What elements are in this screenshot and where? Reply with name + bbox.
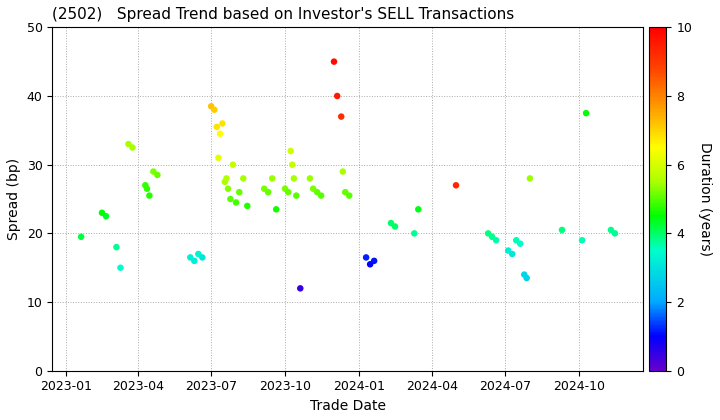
Point bbox=[184, 254, 196, 261]
Y-axis label: Spread (bp): Spread (bp) bbox=[7, 158, 21, 240]
Point bbox=[510, 237, 522, 244]
Point bbox=[307, 185, 319, 192]
Point bbox=[580, 110, 592, 116]
Point bbox=[222, 185, 234, 192]
Point bbox=[339, 189, 351, 196]
Point bbox=[518, 271, 530, 278]
X-axis label: Trade Date: Trade Date bbox=[310, 399, 386, 413]
Point bbox=[127, 144, 138, 151]
Point bbox=[122, 141, 134, 147]
Point bbox=[220, 175, 232, 182]
Point bbox=[96, 210, 108, 216]
Y-axis label: Duration (years): Duration (years) bbox=[698, 142, 711, 256]
Point bbox=[450, 182, 462, 189]
Point bbox=[262, 189, 274, 196]
Point bbox=[336, 113, 347, 120]
Point bbox=[197, 254, 208, 261]
Point bbox=[271, 206, 282, 213]
Point bbox=[205, 103, 217, 110]
Point bbox=[487, 234, 498, 240]
Point bbox=[141, 185, 153, 192]
Point bbox=[192, 251, 204, 257]
Point bbox=[557, 226, 568, 233]
Point bbox=[304, 175, 315, 182]
Point bbox=[76, 234, 87, 240]
Point bbox=[279, 185, 291, 192]
Point bbox=[521, 275, 532, 281]
Point bbox=[227, 161, 238, 168]
Point bbox=[294, 285, 306, 292]
Point bbox=[287, 161, 298, 168]
Point bbox=[111, 244, 122, 250]
Point bbox=[337, 168, 348, 175]
Point bbox=[140, 182, 151, 189]
Point bbox=[503, 247, 514, 254]
Point bbox=[100, 213, 112, 220]
Point bbox=[315, 192, 327, 199]
Point bbox=[266, 175, 278, 182]
Point bbox=[385, 220, 397, 226]
Point bbox=[482, 230, 494, 237]
Point bbox=[148, 168, 159, 175]
Point bbox=[515, 240, 526, 247]
Point bbox=[606, 226, 617, 233]
Point bbox=[219, 178, 230, 185]
Point bbox=[217, 120, 228, 127]
Point bbox=[241, 202, 253, 209]
Point bbox=[331, 93, 343, 100]
Point bbox=[143, 192, 155, 199]
Point bbox=[364, 261, 376, 268]
Point bbox=[369, 257, 380, 264]
Point bbox=[413, 206, 424, 213]
Point bbox=[225, 196, 236, 202]
Point bbox=[290, 192, 302, 199]
Point bbox=[343, 192, 355, 199]
Point bbox=[524, 175, 536, 182]
Text: (2502)   Spread Trend based on Investor's SELL Transactions: (2502) Spread Trend based on Investor's … bbox=[53, 7, 515, 22]
Point bbox=[328, 58, 340, 65]
Point bbox=[238, 175, 249, 182]
Point bbox=[609, 230, 621, 237]
Point bbox=[211, 123, 222, 130]
Point bbox=[288, 175, 300, 182]
Point bbox=[233, 189, 245, 196]
Point bbox=[576, 237, 588, 244]
Point bbox=[408, 230, 420, 237]
Point bbox=[189, 257, 200, 264]
Point bbox=[390, 223, 401, 230]
Point bbox=[490, 237, 502, 244]
Point bbox=[114, 264, 126, 271]
Point bbox=[212, 155, 224, 161]
Point bbox=[152, 172, 163, 178]
Point bbox=[230, 199, 242, 206]
Point bbox=[258, 185, 270, 192]
Point bbox=[360, 254, 372, 261]
Point bbox=[282, 189, 294, 196]
Point bbox=[311, 189, 323, 196]
Point bbox=[215, 130, 226, 137]
Point bbox=[285, 147, 297, 154]
Point bbox=[209, 106, 220, 113]
Point bbox=[506, 251, 518, 257]
